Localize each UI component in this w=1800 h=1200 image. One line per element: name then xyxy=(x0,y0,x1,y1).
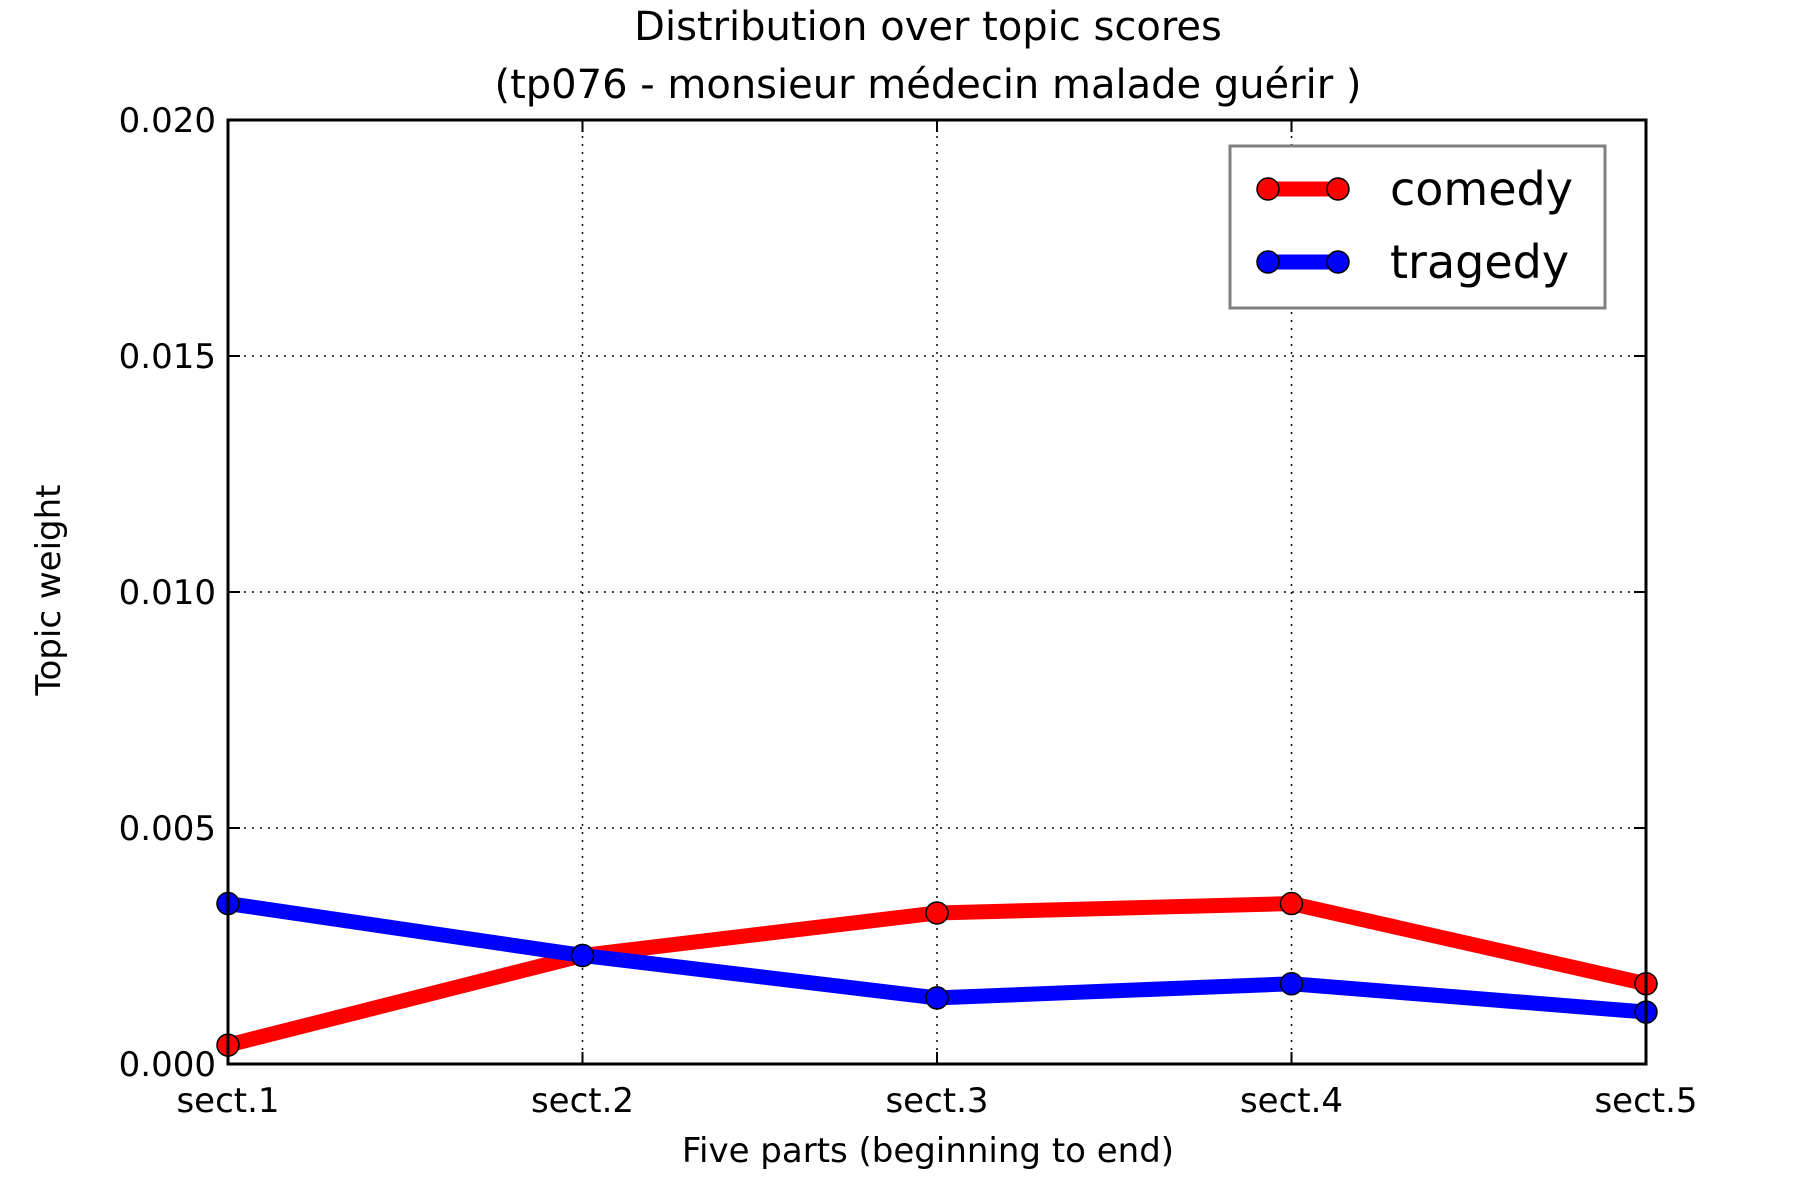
y-tick-label: 0.015 xyxy=(119,337,216,377)
legend-marker xyxy=(1326,177,1350,201)
series-line-comedy xyxy=(226,896,1648,1053)
y-tick-label: 0.020 xyxy=(119,101,216,141)
y-tick-label: 0.010 xyxy=(119,573,216,613)
data-point-tragedy xyxy=(1279,972,1304,996)
series-comedy xyxy=(216,891,1658,1057)
x-tick-label: sect.2 xyxy=(531,1081,634,1121)
y-tick-label: 0.005 xyxy=(119,809,216,849)
x-axis-label: Five parts (beginning to end) xyxy=(682,1131,1174,1171)
series-layer xyxy=(216,891,1658,1057)
x-tick-label: sect.1 xyxy=(176,1081,279,1121)
legend-marker xyxy=(1326,250,1350,274)
data-point-tragedy xyxy=(925,986,949,1010)
y-axis-label: Topic weight xyxy=(29,485,69,697)
legend-item-tragedy: tragedy xyxy=(1256,235,1569,289)
legend-marker xyxy=(1256,250,1280,274)
legend-frame xyxy=(1228,144,1607,310)
data-point-comedy xyxy=(925,901,949,925)
y-tick-label: 0.000 xyxy=(119,1045,216,1085)
chart-title: Distribution over topic scores xyxy=(634,4,1222,50)
data-point-comedy xyxy=(1279,891,1304,916)
chart-subtitle: (tp076 - monsieur médecin malade guérir … xyxy=(495,62,1362,108)
legend-label: tragedy xyxy=(1390,235,1569,289)
x-tick-label: sect.4 xyxy=(1240,1081,1343,1121)
grid-lines xyxy=(228,120,1646,1064)
x-tick-label: sect.3 xyxy=(885,1081,988,1121)
legend-label: comedy xyxy=(1390,162,1573,216)
legend-item-comedy: comedy xyxy=(1256,162,1573,216)
data-point-tragedy xyxy=(570,943,595,968)
axis-ticks: sect.1 sect.2 sect.3 sect.4 sect.5 0.000 0.005… xyxy=(119,101,1698,1121)
legend: comedy tragedy xyxy=(1228,144,1607,310)
x-tick-label: sect.5 xyxy=(1594,1081,1697,1121)
legend-marker xyxy=(1256,177,1280,201)
